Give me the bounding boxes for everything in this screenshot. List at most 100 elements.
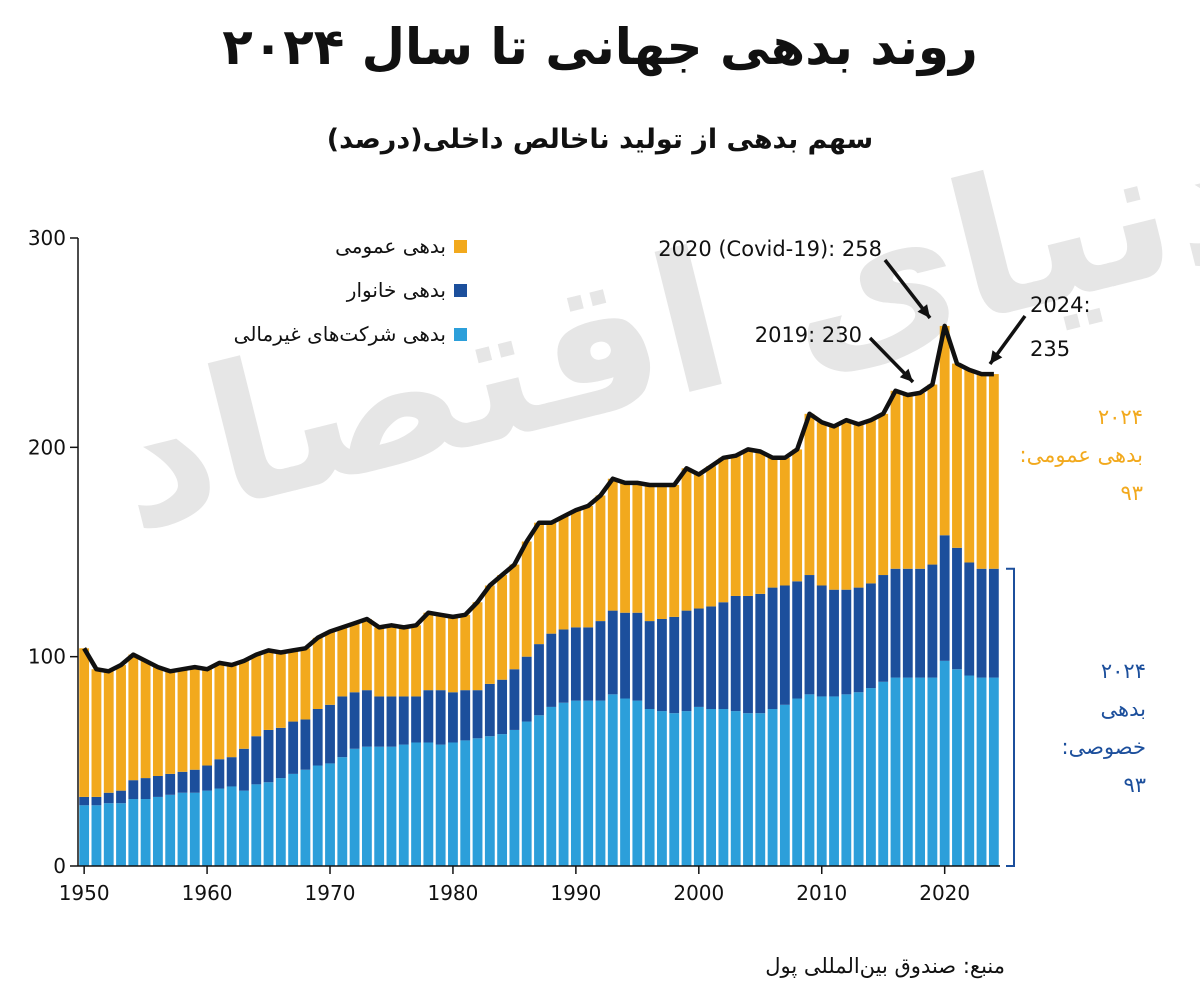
bar-corporate-1961 xyxy=(214,788,225,866)
bar-corporate-1983 xyxy=(484,736,495,866)
legend-item-corporate: بدهی شرکت‌های غیرمالی xyxy=(145,312,475,356)
chart-title: روند بدهی جهانی تا سال ۲۰۲۴ xyxy=(222,18,978,76)
bar-public-1980 xyxy=(448,616,458,693)
bar-corporate-2010 xyxy=(816,696,827,866)
bar-corporate-1970 xyxy=(325,763,335,866)
bar-corporate-1966 xyxy=(275,778,286,866)
bar-household-1959 xyxy=(189,769,200,793)
legend-item-public: بدهی عمومی xyxy=(145,224,475,268)
bar-household-1971 xyxy=(337,696,348,758)
bar-public-2021 xyxy=(952,363,962,548)
bar-household-2006 xyxy=(767,587,778,709)
bar-household-1958 xyxy=(177,771,188,793)
side-label-private: ۲۰۲۴ بدهی خصوصی: ۹۳ xyxy=(1018,652,1146,804)
bar-public-1950 xyxy=(79,648,90,797)
bar-corporate-2023 xyxy=(976,677,987,866)
bar-corporate-2020 xyxy=(939,660,950,866)
bar-public-1964 xyxy=(251,654,262,737)
bar-corporate-1988 xyxy=(546,706,557,866)
bar-household-2020 xyxy=(939,535,950,661)
bar-corporate-2024 xyxy=(988,677,999,866)
bar-household-1977 xyxy=(411,696,421,743)
x-tick-label-1960: 1960 xyxy=(182,881,233,905)
bar-corporate-1993 xyxy=(607,694,618,866)
bar-household-1950 xyxy=(79,796,90,806)
bar-public-1952 xyxy=(103,671,114,793)
bar-corporate-1950 xyxy=(79,805,90,866)
bar-public-1998 xyxy=(669,485,680,617)
x-tick-label-1950: 1950 xyxy=(59,881,110,905)
bar-public-1997 xyxy=(657,485,667,619)
legend-swatch-corporate xyxy=(454,327,467,341)
bar-public-1981 xyxy=(460,614,471,691)
legend-label-household: بدهی خانوار xyxy=(346,278,446,302)
bar-corporate-1990 xyxy=(570,700,581,866)
bar-household-1987 xyxy=(534,644,544,716)
bar-household-1957 xyxy=(165,773,176,795)
side-label-private-text: بدهی خصوصی: xyxy=(1061,697,1146,759)
bar-corporate-2009 xyxy=(804,694,815,866)
bar-public-1973 xyxy=(361,618,372,691)
bar-household-1985 xyxy=(509,669,520,730)
bar-household-1962 xyxy=(226,757,237,787)
bar-household-1993 xyxy=(607,610,618,695)
side-label-public-text: بدهی عمومی: xyxy=(1019,443,1143,467)
bar-household-1988 xyxy=(546,633,557,707)
bar-public-2009 xyxy=(804,413,815,576)
bar-corporate-1968 xyxy=(300,769,311,866)
bar-household-2003 xyxy=(730,595,741,712)
bar-public-1953 xyxy=(116,665,126,791)
y-tick-label-200: 200 xyxy=(28,435,66,459)
bar-household-2017 xyxy=(902,568,913,678)
chart-subtitle: سهم بدهی از تولید ناخالص داخلی(درصد) xyxy=(326,124,874,155)
bar-public-2017 xyxy=(902,395,913,569)
legend-item-household: بدهی خانوار xyxy=(145,268,475,312)
bar-corporate-1987 xyxy=(534,715,544,866)
bar-public-2014 xyxy=(866,420,876,584)
bar-household-1955 xyxy=(140,778,151,800)
bar-household-1980 xyxy=(448,692,458,743)
bar-corporate-1978 xyxy=(423,742,434,866)
bar-corporate-1952 xyxy=(103,803,114,866)
bar-corporate-1963 xyxy=(239,790,249,866)
bar-corporate-1956 xyxy=(152,796,163,866)
bar-household-2005 xyxy=(755,593,766,714)
bar-public-1972 xyxy=(349,623,360,693)
bar-public-1955 xyxy=(140,660,151,779)
bar-household-1973 xyxy=(361,690,372,747)
bar-corporate-1955 xyxy=(140,799,151,866)
annotation-2024-label: 2024: xyxy=(1030,293,1091,317)
bar-public-2010 xyxy=(816,422,827,586)
bar-corporate-1957 xyxy=(165,794,176,866)
bar-public-2004 xyxy=(743,449,753,596)
bar-household-1960 xyxy=(202,765,212,791)
bar-public-2000 xyxy=(693,474,704,609)
bar-public-1971 xyxy=(337,627,348,697)
bar-public-1961 xyxy=(214,662,225,760)
bar-corporate-2008 xyxy=(792,698,803,866)
bar-household-1998 xyxy=(669,616,680,714)
bar-public-1993 xyxy=(607,478,618,611)
x-tick-label-1970: 1970 xyxy=(305,881,356,905)
side-label-private-value: ۹۳ xyxy=(1123,773,1146,797)
bar-household-1966 xyxy=(275,727,286,779)
bar-public-1982 xyxy=(472,602,483,691)
bar-household-2004 xyxy=(743,595,753,714)
bar-corporate-2002 xyxy=(718,709,729,866)
bar-household-1996 xyxy=(644,621,655,709)
bar-corporate-1951 xyxy=(91,805,102,866)
bar-household-1961 xyxy=(214,759,225,789)
bar-household-1956 xyxy=(152,775,163,797)
bar-household-1997 xyxy=(657,618,667,712)
bar-household-1990 xyxy=(570,627,581,701)
bar-household-1986 xyxy=(521,656,532,722)
bar-household-2013 xyxy=(853,587,864,693)
bar-household-1964 xyxy=(251,736,262,785)
bar-public-1976 xyxy=(398,627,409,697)
bar-corporate-2022 xyxy=(964,675,975,866)
bar-public-1992 xyxy=(595,495,606,622)
bar-corporate-1954 xyxy=(128,799,139,866)
bar-corporate-1958 xyxy=(177,792,188,866)
bar-public-1989 xyxy=(558,516,569,630)
bar-public-1995 xyxy=(632,482,643,613)
